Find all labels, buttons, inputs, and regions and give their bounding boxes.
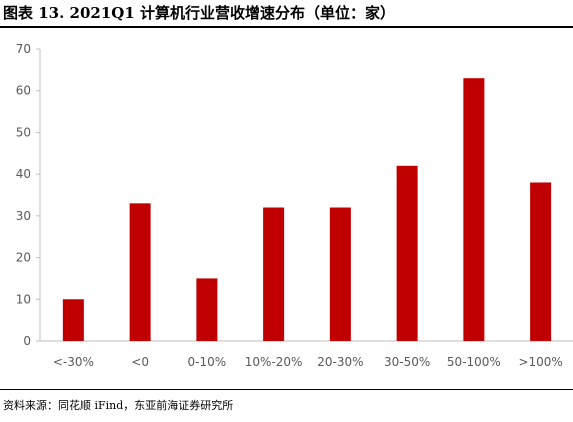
y-tick-label: 60 (16, 84, 31, 98)
source-note: 资料来源：同花顺 iFind，东亚前海证券研究所 (3, 399, 234, 412)
bar (62, 299, 84, 341)
x-tick-label: 0-10% (188, 355, 227, 369)
bar (129, 203, 151, 341)
x-tick-label: >100% (518, 355, 562, 369)
bar (463, 78, 485, 341)
source-divider (0, 389, 573, 390)
y-tick-label: 10 (16, 292, 31, 306)
x-tick-label: 30-50% (384, 355, 430, 369)
x-tick-label: 50-100% (447, 355, 501, 369)
x-tick-label: 20-30% (317, 355, 363, 369)
y-tick-label: 30 (16, 209, 31, 223)
bar-chart: 0 10 20 30 40 50 60 70 <-30% <0 0-10% 10%-20% 20-30%… (16, 42, 573, 369)
x-tick-label: <0 (131, 355, 149, 369)
x-tick-label: 10%-20% (245, 355, 303, 369)
bar (329, 207, 351, 341)
bar (263, 207, 285, 341)
y-tick-label: 40 (16, 167, 31, 181)
bar (196, 278, 218, 341)
title-underline (0, 26, 573, 28)
bar (530, 182, 552, 341)
y-tick-label: 0 (23, 334, 31, 348)
bar (396, 165, 418, 341)
y-tick-label: 70 (16, 42, 31, 56)
y-tick-label: 50 (16, 125, 31, 139)
y-tick-label: 20 (16, 251, 31, 265)
chart-title: 图表 13. 2021Q1 计算机行业营收增速分布（单位：家） (3, 4, 396, 22)
x-tick-label: <-30% (53, 355, 94, 369)
